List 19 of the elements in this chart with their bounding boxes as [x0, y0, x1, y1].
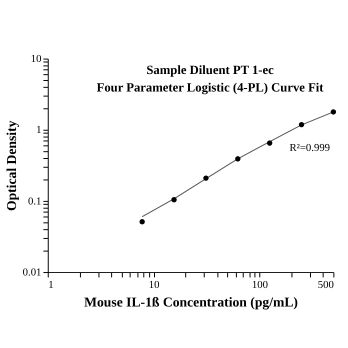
point	[203, 175, 209, 181]
annotation: R²=0.999	[290, 142, 330, 154]
x-axis-title: Mouse IL-1ß Concentration (pg/mL)	[84, 294, 298, 310]
x-tick-label: 100	[252, 279, 268, 292]
x-tick-label: 1	[48, 279, 54, 292]
point	[140, 219, 145, 224]
point	[171, 197, 177, 202]
point	[330, 109, 336, 115]
y-tick-label: 0.01	[22, 266, 42, 278]
y-axis-title: Optical Density	[4, 120, 19, 212]
text: Sample Diluent PT 1-ec Four Parameter Logistic (4-PL) Curve Fit	[96, 63, 324, 95]
y-tick-label: 10	[30, 52, 42, 65]
y-tick-label: 0.1	[28, 195, 42, 208]
point	[298, 122, 304, 128]
x-tick-label: 10	[148, 279, 160, 292]
point	[235, 156, 240, 162]
x-tick-label: 500	[318, 279, 334, 292]
y-tick-label: 1	[36, 124, 42, 136]
point	[266, 140, 272, 146]
